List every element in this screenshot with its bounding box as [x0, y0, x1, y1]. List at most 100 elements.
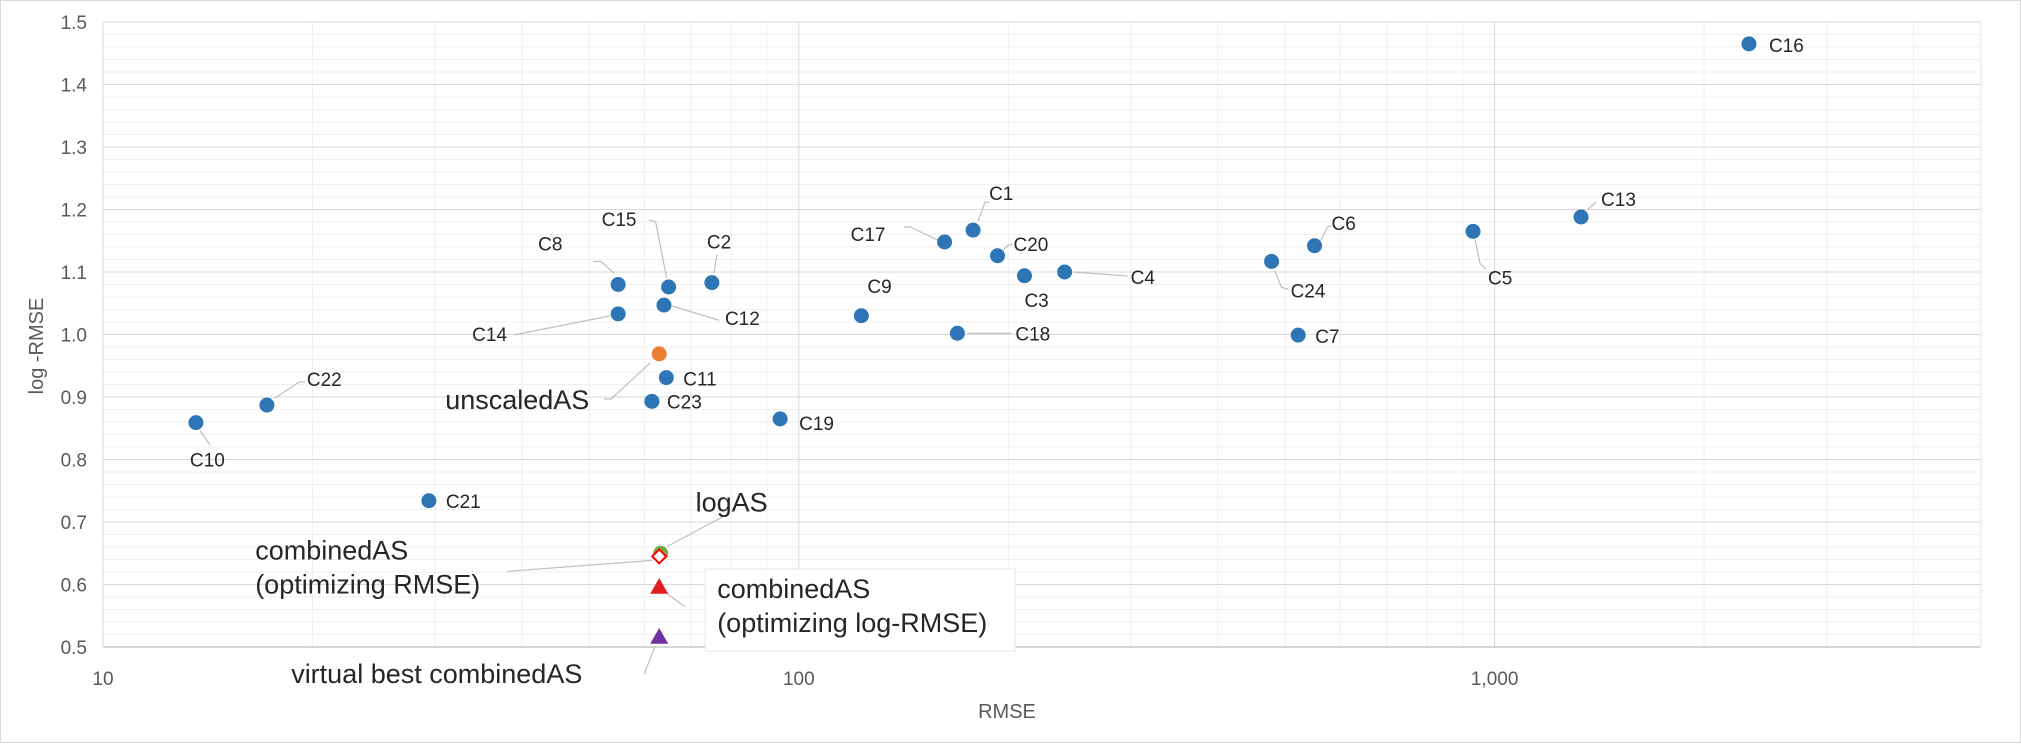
data-label-unscaledas: unscaledAS [445, 385, 589, 415]
data-points [188, 36, 1757, 644]
point-virtual-best [650, 628, 669, 644]
data-label-c3: C3 [1024, 291, 1048, 312]
point-c14 [610, 306, 626, 322]
leader-line-c24 [1274, 270, 1289, 290]
y-tick-label: 0.7 [61, 513, 87, 534]
point-unscaledas [651, 346, 667, 362]
point-c6 [1307, 238, 1323, 254]
leader-line-logas [667, 514, 726, 547]
grid [102, 21, 1982, 648]
point-c1 [965, 222, 981, 238]
data-label-c18: C18 [1015, 324, 1050, 345]
data-label-c9: C9 [867, 277, 891, 298]
point-combinedas-logrmse [650, 578, 669, 594]
data-label-c16: C16 [1769, 36, 1804, 57]
data-label-c11: C11 [683, 370, 716, 391]
point-c7 [1290, 327, 1306, 343]
data-label-combinedas: combinedAS (optimizing RMSE) [255, 535, 480, 599]
data-label-c19: C19 [799, 414, 834, 435]
leader-line-c5 [1474, 239, 1487, 270]
leader-line-c1 [977, 201, 990, 222]
point-c5 [1465, 223, 1481, 239]
y-tick-label: 0.8 [61, 451, 87, 472]
data-label-c14: C14 [472, 325, 507, 346]
leader-line-c17 [903, 226, 938, 241]
leader-line-combinedas [507, 559, 653, 572]
data-label-c13: C13 [1601, 190, 1636, 211]
point-c24 [1264, 253, 1280, 269]
data-label-c22: C22 [307, 370, 342, 391]
x-axis-title: RMSE [978, 701, 1036, 723]
data-label-c4: C4 [1131, 268, 1156, 289]
leader-line-combinedas [665, 592, 686, 608]
data-label-c15: C15 [602, 210, 637, 231]
point-c22 [259, 397, 275, 413]
point-c18 [949, 325, 965, 341]
point-c23 [644, 393, 660, 409]
point-c12 [656, 297, 672, 313]
y-tick-label: 0.6 [61, 576, 87, 597]
leader-line-c15 [648, 219, 668, 279]
leader-line-c22 [274, 381, 305, 399]
point-c8 [610, 277, 626, 292]
y-tick-label: 1.4 [61, 76, 88, 97]
point-c20 [990, 248, 1006, 264]
y-tick-label: 1.3 [61, 138, 87, 159]
label-boxes [704, 568, 1016, 652]
point-c10 [188, 415, 204, 431]
data-label-c1: C1 [989, 184, 1013, 205]
data-labels: C1 C2 C3 C4 C5 C6 C7 C8 C9 C10 C11 C12 C13 C14 C15 C16 C… [190, 36, 1804, 689]
point-c2 [704, 275, 720, 291]
leader-line-c14 [514, 315, 611, 336]
point-c15 [661, 279, 677, 295]
data-label-c12: C12 [725, 309, 760, 330]
point-c13 [1573, 209, 1589, 225]
point-c16 [1741, 36, 1757, 52]
point-c9 [853, 308, 869, 324]
leader-line-c12 [671, 305, 720, 321]
data-label-combinedas: combinedAS (optimizing log-RMSE) [717, 574, 987, 638]
y-tick-label: 1.1 [61, 263, 87, 284]
point-c11 [658, 370, 674, 386]
point-c21 [421, 493, 437, 509]
y-tick-label: 1.0 [61, 326, 87, 347]
data-label-c7: C7 [1315, 327, 1339, 348]
point-c3 [1016, 268, 1032, 284]
leader-line-c10 [199, 430, 211, 445]
point-c19 [772, 411, 788, 427]
label-leaders [199, 201, 1597, 675]
data-label-c24: C24 [1291, 281, 1326, 302]
leader-line-c4 [1073, 271, 1128, 277]
data-label-c2: C2 [707, 233, 731, 254]
y-tick-label: 0.9 [61, 388, 87, 409]
data-label-virtual-best-combinedas: virtual best combinedAS [291, 659, 582, 689]
leader-line-c20 [1003, 243, 1013, 251]
tick-labels: 0.5 0.6 0.7 0.8 0.9 1.0 1.1 1.2 1.3 1.4 1.5 10 100 1,… [61, 13, 1519, 690]
y-tick-label: 0.5 [61, 638, 87, 659]
y-tick-label: 1.2 [61, 201, 87, 222]
data-label-c21: C21 [446, 492, 481, 513]
x-tick-label: 1,000 [1471, 669, 1519, 690]
point-c4 [1057, 264, 1073, 280]
x-tick-label: 10 [92, 669, 113, 690]
leader-line-c6 [1319, 225, 1332, 242]
y-tick-label: 1.5 [61, 13, 87, 34]
x-tick-label: 100 [783, 669, 815, 690]
data-label-c17: C17 [851, 225, 886, 246]
leader-line-unscaledas [604, 362, 651, 400]
point-c17 [937, 234, 953, 250]
y-axis-title: log -RMSE [26, 298, 48, 395]
data-label-c10: C10 [190, 451, 225, 472]
data-label-c5: C5 [1488, 268, 1512, 289]
leader-line-c2 [713, 254, 718, 274]
data-label-c6: C6 [1332, 214, 1356, 235]
data-label-c20: C20 [1014, 235, 1049, 256]
point-combinedas-rmse [650, 547, 668, 565]
data-label-logas: logAS [696, 487, 768, 517]
data-label-c8: C8 [538, 235, 562, 256]
leader-line-c13 [1586, 201, 1597, 211]
leader-line-c8 [593, 260, 615, 274]
data-label-c23: C23 [667, 392, 702, 413]
